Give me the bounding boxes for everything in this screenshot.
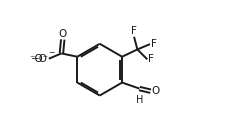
Text: O: O [151, 86, 159, 96]
Text: O: O [58, 29, 67, 39]
Text: H: H [135, 95, 142, 105]
Text: −O: −O [31, 54, 48, 64]
Text: F: F [150, 39, 156, 49]
Text: F: F [130, 26, 136, 36]
Text: ⁻O⁻: ⁻O⁻ [29, 54, 48, 64]
Text: F: F [148, 54, 154, 64]
Text: −: − [48, 48, 54, 57]
